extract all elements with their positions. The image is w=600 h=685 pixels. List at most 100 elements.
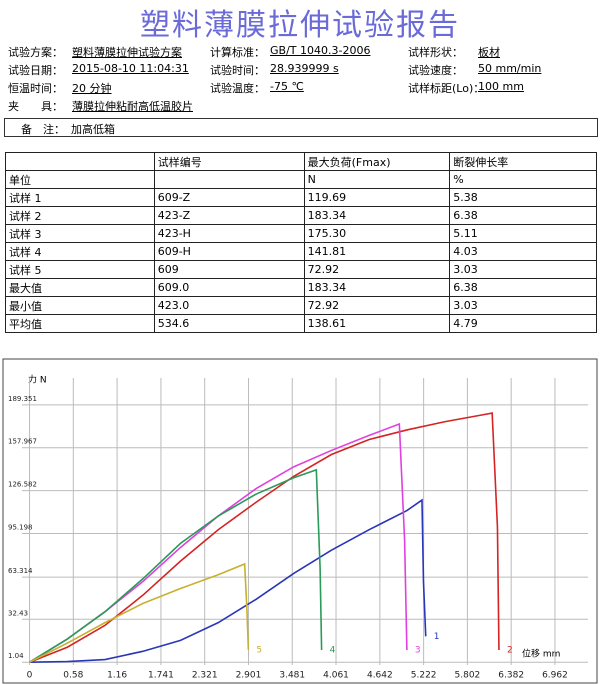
- table-row: 试样 5 609 72.92 3.03: [5, 260, 597, 279]
- table-cell: 423-H: [153, 224, 305, 243]
- table-cell: 183.34: [303, 206, 451, 225]
- info-label: 试样形状：: [408, 46, 463, 59]
- table-cell: 试样 1: [5, 188, 155, 207]
- x-axis-label: 位移 mm: [522, 648, 560, 660]
- table-row: 单位 N%: [5, 170, 597, 189]
- x-tick-label: 6.962: [542, 671, 568, 681]
- table-row: 试样 1 609-Z 119.69 5.38: [5, 188, 597, 207]
- table-row: 试样 3 423-H 175.30 5.11: [5, 224, 597, 243]
- info-label: 夹 具：: [8, 100, 63, 113]
- table-cell: 5.11: [449, 224, 597, 243]
- x-tick-label: 4.642: [367, 671, 393, 681]
- table-cell: 72.92: [303, 260, 451, 279]
- table-cell: 试样 5: [5, 260, 155, 279]
- table-row: 试样 2 423-Z 183.34 6.38: [5, 206, 597, 225]
- table-cell: 6.38: [449, 278, 597, 297]
- result-table: 试样编号 最大负荷(Fmax) 断裂伸长率 单位 N% 试样 1 609-Z 119.69 5.…: [5, 152, 597, 333]
- series-label: 1: [434, 632, 440, 642]
- report-title: 塑料薄膜拉伸试验报告: [140, 8, 460, 43]
- x-tick-label: 3.481: [279, 671, 305, 681]
- series-label: 5: [256, 645, 262, 655]
- x-tick-label: 6.382: [498, 671, 524, 681]
- table-row: 平均值 534.6 138.61 4.79: [5, 314, 597, 333]
- table-row: 最小值 423.0 72.92 3.03: [5, 296, 597, 315]
- x-tick-label: 1.16: [107, 671, 127, 681]
- y-axis-label: 力 N: [28, 374, 47, 386]
- info-label: 试验方案：: [8, 46, 63, 59]
- info-label: 计算标准：: [210, 46, 265, 59]
- info-value: 薄膜拉伸粘耐高低温胶片: [72, 100, 193, 113]
- table-cell: 609.0: [153, 278, 305, 297]
- info-value: 板材: [478, 46, 500, 59]
- remark-value: 加高低箱: [71, 123, 115, 136]
- info-label: 试样标距(Lo)：: [408, 82, 485, 95]
- table-row: 试样 4 609-H 141.81 4.03: [5, 242, 597, 261]
- series-line: [29, 562, 250, 663]
- table-cell: [5, 152, 155, 171]
- table-cell: 119.69: [303, 188, 451, 207]
- table-cell: 试样 2: [5, 206, 155, 225]
- y-tick-label: 1.04: [8, 652, 24, 660]
- table-cell: 试样 4: [5, 242, 155, 261]
- table-cell: 423.0: [153, 296, 305, 315]
- series-line: [29, 468, 323, 663]
- table-cell: 试样编号: [153, 152, 305, 171]
- x-tick-label: 2.321: [192, 671, 218, 681]
- info-value: 50 mm/min: [478, 62, 542, 75]
- table-cell: 138.61: [303, 314, 451, 333]
- x-tick-label: 1.741: [148, 671, 174, 681]
- table-cell: 72.92: [303, 296, 451, 315]
- x-tick-label: 0: [27, 671, 33, 681]
- table-cell: 609-H: [153, 242, 305, 261]
- info-value: 100 mm: [478, 80, 524, 93]
- info-value: 28.939999 s: [270, 62, 339, 75]
- series-line: [29, 412, 500, 663]
- remark-box: 备 注： 加高低箱: [4, 118, 598, 137]
- table-cell: 断裂伸长率: [449, 152, 597, 171]
- series-label: 3: [415, 645, 421, 655]
- info-value: GB/T 1040.3-2006: [270, 44, 371, 57]
- info-label: 试验时间：: [210, 64, 265, 77]
- series-label: 4: [330, 645, 336, 655]
- table-cell: 平均值: [5, 314, 155, 333]
- x-tick-label: 5.222: [411, 671, 437, 681]
- table-cell: 最大值: [5, 278, 155, 297]
- table-cell: 6.38: [449, 206, 597, 225]
- info-label: 恒温时间：: [8, 82, 63, 95]
- x-tick-label: 5.802: [455, 671, 481, 681]
- table-cell: %: [449, 170, 597, 189]
- table-cell: [153, 170, 305, 189]
- y-tick-label: 189.351: [8, 395, 37, 403]
- x-tick-label: 0.58: [63, 671, 83, 681]
- table-cell: 183.34: [303, 278, 451, 297]
- table-cell: 609-Z: [153, 188, 305, 207]
- y-tick-label: 63.314: [8, 567, 33, 575]
- x-tick-label: 4.061: [323, 671, 349, 681]
- info-value: 2015-08-10 11:04:31: [72, 62, 189, 75]
- table-cell: 3.03: [449, 296, 597, 315]
- y-tick-label: 95.198: [8, 524, 33, 532]
- table-row: 最大值 609.0 183.34 6.38: [5, 278, 597, 297]
- table-cell: 4.79: [449, 314, 597, 333]
- table-row: 试样编号 最大负荷(Fmax) 断裂伸长率: [5, 152, 597, 171]
- table-cell: 最小值: [5, 296, 155, 315]
- info-label: 试验日期：: [8, 64, 63, 77]
- info-label: 试验温度：: [210, 82, 265, 95]
- table-cell: 试样 3: [5, 224, 155, 243]
- table-cell: 534.6: [153, 314, 305, 333]
- chart-frame: [2, 358, 598, 684]
- table-cell: 单位: [5, 170, 155, 189]
- series-line: [29, 498, 427, 664]
- table-cell: 3.03: [449, 260, 597, 279]
- info-value: -75 ℃: [270, 80, 304, 93]
- info-label: 试验速度：: [408, 64, 463, 77]
- table-cell: 175.30: [303, 224, 451, 243]
- table-cell: 141.81: [303, 242, 451, 261]
- table-cell: 5.38: [449, 188, 597, 207]
- table-cell: 最大负荷(Fmax): [303, 152, 451, 171]
- table-cell: N: [303, 170, 451, 189]
- remark-label: 备 注：: [21, 123, 65, 136]
- y-tick-label: 32.43: [8, 609, 28, 617]
- table-cell: 609: [153, 260, 305, 279]
